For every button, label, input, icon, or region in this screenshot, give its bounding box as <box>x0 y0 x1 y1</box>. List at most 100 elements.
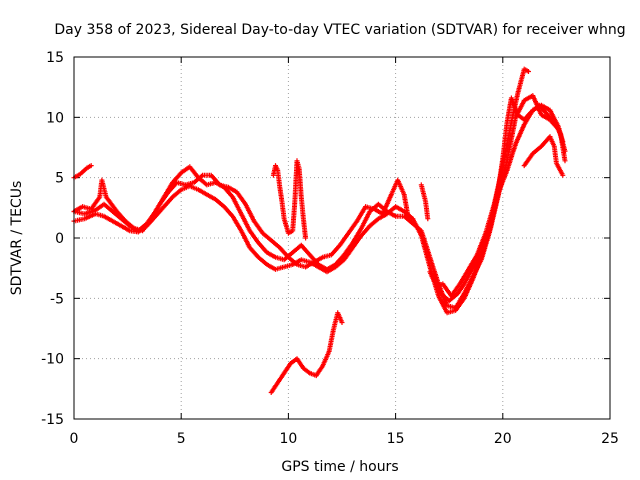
data-point <box>272 174 275 177</box>
data-point <box>497 186 500 189</box>
data-point <box>321 256 324 259</box>
data-point <box>484 239 487 242</box>
data-point <box>257 242 260 244</box>
x-tick-label: 10 <box>279 431 297 447</box>
data-point <box>300 258 303 261</box>
data-point <box>527 70 530 73</box>
data-point <box>555 162 558 164</box>
data-point <box>439 292 442 295</box>
data-point <box>478 256 481 259</box>
data-point <box>394 205 397 208</box>
data-point <box>206 184 208 186</box>
data-point <box>298 167 300 169</box>
data-point <box>502 157 504 160</box>
data-point <box>120 225 122 227</box>
data-point <box>150 217 152 220</box>
data-point <box>158 203 161 206</box>
data-point <box>437 295 440 297</box>
marker-trace <box>521 134 566 178</box>
data-point <box>369 225 371 227</box>
data-point <box>111 210 114 213</box>
data-point <box>94 209 97 212</box>
data-point <box>180 172 182 174</box>
data-point <box>441 283 444 285</box>
data-point <box>446 312 448 314</box>
data-point <box>336 312 339 314</box>
data-point <box>364 205 367 208</box>
data-point <box>223 205 225 208</box>
data-point <box>547 114 549 116</box>
data-point <box>407 217 410 220</box>
y-tick-label: -5 <box>50 291 64 307</box>
data-point <box>369 210 371 213</box>
data-point <box>510 97 513 99</box>
data-point <box>351 246 354 249</box>
data-point <box>296 159 298 162</box>
data-point <box>101 179 103 181</box>
data-point <box>291 229 294 232</box>
data-point <box>283 258 285 261</box>
data-point <box>90 164 92 167</box>
data-point <box>291 251 294 254</box>
y-axis-title: SDTVAR / TECUs <box>9 181 25 296</box>
data-point <box>279 186 281 189</box>
data-point <box>261 232 264 234</box>
data-point <box>309 254 311 256</box>
data-point <box>302 217 305 220</box>
data-point <box>231 196 234 198</box>
data-point <box>103 215 105 218</box>
data-point <box>81 205 84 208</box>
data-point <box>313 261 315 263</box>
data-point <box>523 123 526 126</box>
data-point <box>86 167 88 169</box>
data-point <box>116 210 118 213</box>
data-point <box>304 237 307 239</box>
data-point <box>381 213 384 215</box>
data-point <box>296 357 298 360</box>
data-point <box>193 181 195 184</box>
data-point <box>103 203 105 206</box>
data-point <box>128 229 131 232</box>
data-point <box>283 217 285 220</box>
series-track-f <box>431 95 568 304</box>
data-point <box>532 152 534 155</box>
data-point <box>270 391 273 394</box>
ticks: 0 5 10 15 20 25 -15 -10 -5 0 5 10 15 <box>41 50 619 447</box>
series-track-g <box>418 182 431 222</box>
data-point <box>341 321 343 324</box>
data-point <box>429 270 431 273</box>
marker-trace <box>418 182 431 222</box>
data-point <box>283 266 285 268</box>
data-point <box>167 191 170 193</box>
x-tick-label: 20 <box>494 431 512 447</box>
plot-frame <box>73 56 611 420</box>
data-point <box>253 220 255 222</box>
data-point <box>562 174 564 177</box>
data-point <box>332 328 335 331</box>
data-point <box>291 263 294 266</box>
y-tick-label: 0 <box>55 231 64 247</box>
data-point <box>315 374 318 377</box>
data-point <box>334 266 337 268</box>
data-point <box>377 203 380 206</box>
data-point <box>411 217 414 220</box>
series-track-j <box>270 158 309 241</box>
data-point <box>523 118 526 121</box>
data-point <box>469 270 472 273</box>
x-axis-title: GPS time / hours <box>281 459 398 475</box>
data-point <box>424 201 427 203</box>
data-point <box>197 188 200 191</box>
x-tick-label: 5 <box>177 431 186 447</box>
data-point <box>446 304 448 307</box>
data-point <box>328 350 330 353</box>
data-point <box>276 169 279 172</box>
data-point <box>105 196 107 198</box>
data-point <box>403 193 405 196</box>
data-point <box>420 234 423 237</box>
data-point <box>394 215 397 218</box>
data-point <box>517 114 519 116</box>
series-track-b <box>71 93 566 311</box>
data-point <box>491 215 493 218</box>
data-point <box>180 188 182 191</box>
data-point <box>90 208 92 210</box>
